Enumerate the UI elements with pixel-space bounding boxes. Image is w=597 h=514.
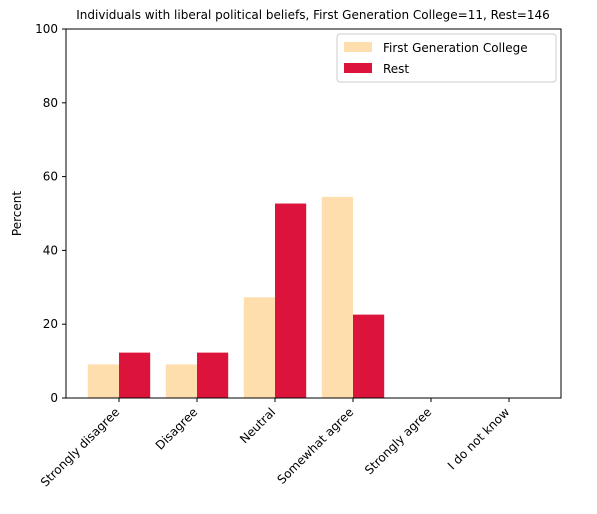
x-tick-label: Neutral bbox=[237, 405, 278, 446]
bar bbox=[243, 297, 275, 398]
y-tick-label: 20 bbox=[43, 317, 58, 331]
x-tick-label: Somewhat agree bbox=[274, 405, 356, 487]
y-tick-label: 100 bbox=[35, 22, 58, 36]
bars-group bbox=[87, 196, 385, 398]
bar bbox=[87, 364, 119, 398]
bar bbox=[197, 352, 229, 398]
legend-swatch bbox=[344, 63, 372, 73]
bar bbox=[119, 352, 151, 398]
legend-box bbox=[336, 33, 557, 83]
y-tick-label: 0 bbox=[50, 391, 58, 405]
bar bbox=[321, 196, 353, 398]
legend-swatch bbox=[344, 42, 372, 52]
y-tick-label: 60 bbox=[43, 170, 58, 184]
x-tick-label: I do not know bbox=[445, 405, 513, 473]
legend-label: Rest bbox=[383, 62, 409, 76]
x-axis: Strongly disagree Disagree NeutralSomewhat… bbox=[38, 398, 513, 489]
x-tick-label: Strongly agree bbox=[362, 405, 434, 477]
chart-title: Individuals with liberal political belie… bbox=[76, 8, 549, 22]
x-tick-label: Strongly disagree bbox=[38, 405, 122, 489]
plot-frame bbox=[65, 28, 562, 399]
y-tick-label: 80 bbox=[43, 96, 58, 110]
bar bbox=[165, 364, 197, 398]
bar bbox=[275, 203, 307, 398]
y-axis-label: Percent bbox=[10, 191, 24, 236]
x-tick-label: Disagree bbox=[153, 405, 201, 453]
y-axis: 0 20 40 60 80 100 bbox=[35, 22, 66, 405]
legend-label: First Generation College bbox=[383, 41, 528, 55]
bar bbox=[353, 314, 385, 398]
legend: First Generation College Rest bbox=[336, 33, 557, 83]
y-tick-label: 40 bbox=[43, 243, 58, 257]
